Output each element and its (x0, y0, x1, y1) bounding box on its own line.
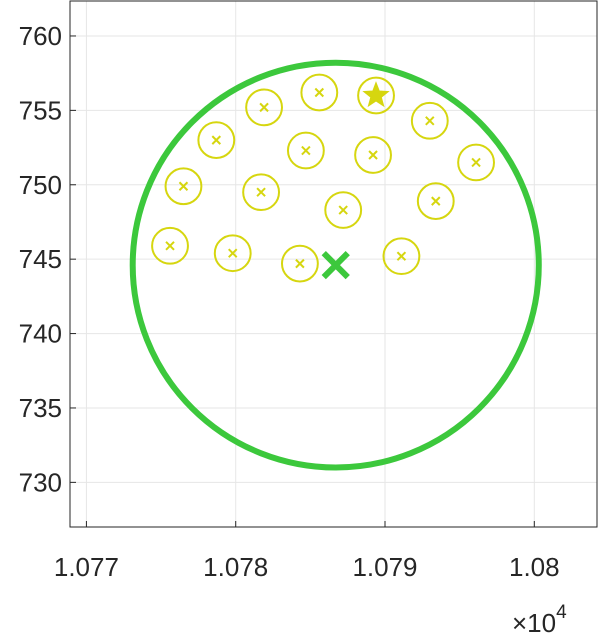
y-tick-label: 750 (19, 170, 62, 200)
marker-circle (197, 121, 236, 159)
point-marker (301, 145, 311, 156)
marker-circle (324, 191, 363, 229)
point-marker (178, 181, 189, 191)
marker-circle (300, 73, 339, 112)
axes-box (69, 0, 598, 528)
point-marker (165, 241, 175, 251)
x-tick-label: 1.077 (54, 552, 119, 582)
marker-circle (286, 131, 325, 170)
center-marker (321, 250, 350, 280)
point-marker (368, 150, 378, 160)
y-tick-label: 740 (19, 319, 62, 349)
marker-circle (245, 88, 283, 127)
point-marker (338, 205, 348, 215)
star-marker (362, 81, 390, 108)
point-marker (314, 87, 325, 98)
point-marker (295, 258, 305, 269)
range-circle (129, 59, 542, 471)
point-marker (211, 135, 222, 145)
marker-circle (151, 226, 189, 265)
marker-circle (457, 143, 495, 182)
point-marker (259, 102, 269, 113)
marker-circle (410, 101, 449, 140)
marker-circle (280, 244, 319, 283)
marker-circle (357, 76, 395, 115)
marker-circle (354, 136, 392, 174)
y-tick-label: 755 (19, 95, 62, 125)
marker-circle (382, 237, 421, 276)
y-tick-label: 745 (19, 244, 62, 274)
point-marker (396, 251, 407, 261)
point-marker (228, 248, 238, 258)
marker-circle (164, 167, 203, 206)
x-tick-label: 1.078 (203, 552, 268, 582)
marker-circle (213, 234, 252, 273)
point-marker (471, 157, 481, 168)
x-multiplier-base: ×10 (512, 608, 556, 636)
point-marker (431, 196, 441, 206)
y-tick-label: 760 (19, 21, 62, 51)
x-multiplier: ×104 (512, 602, 567, 636)
x-multiplier-exponent: 4 (556, 602, 567, 623)
x-tick-label: 1.08 (509, 552, 560, 582)
point-marker (425, 116, 435, 126)
y-tick-label: 730 (19, 467, 62, 497)
y-tick-label: 735 (19, 393, 62, 423)
marker-circle (242, 173, 281, 212)
point-marker (256, 187, 266, 197)
marker-circle (416, 182, 455, 220)
x-tick-label: 1.079 (352, 552, 417, 582)
